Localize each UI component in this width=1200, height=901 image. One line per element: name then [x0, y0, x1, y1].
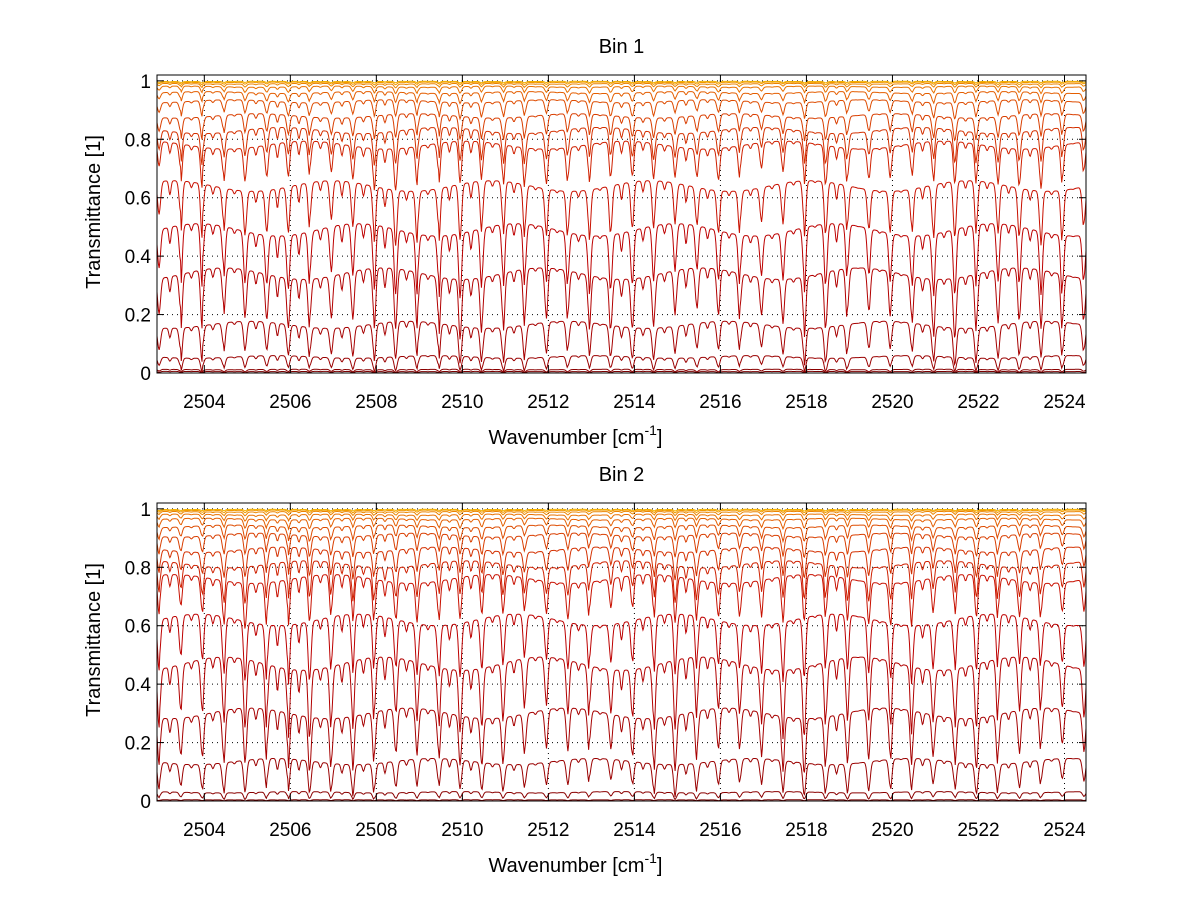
series-group [157, 508, 1086, 801]
plot-frame [156, 502, 1087, 802]
spectrum-line [157, 574, 1086, 629]
x-tick-label: 2506 [269, 392, 311, 413]
y-tick-label: 1 [140, 500, 151, 521]
spectrum-line [157, 180, 1086, 246]
x-tick-label: 2506 [269, 820, 311, 841]
spectrum-line [157, 508, 1086, 512]
x-tick-label: 2508 [355, 392, 397, 413]
spectrum-line [157, 223, 1086, 299]
chart-panel-1: 2504 2506 2508 2510 2512 2514 2516 2518 2520 2522… [83, 36, 1087, 449]
spectrum-line [157, 517, 1086, 531]
spectrum-line [157, 82, 1086, 89]
y-tick-label: 1 [140, 72, 151, 93]
plot-frame [156, 74, 1087, 374]
x-tick-label: 2520 [871, 392, 913, 413]
x-tick-label: 2524 [1043, 820, 1086, 841]
x-tick-label: 2504 [183, 820, 226, 841]
x-tick-label: 2512 [527, 392, 569, 413]
spectrum-line [157, 126, 1086, 166]
spectrum-line [157, 320, 1086, 367]
x-tick-label: 2518 [785, 392, 827, 413]
spectrum-line [157, 757, 1086, 797]
x-tick-label: 2522 [957, 392, 999, 413]
spectrum-line [157, 355, 1086, 373]
spectrum-line [157, 509, 1086, 514]
x-tick-label: 2514 [613, 392, 656, 413]
series-group [157, 80, 1086, 373]
spectrum-line [157, 513, 1086, 523]
spectrum-line [157, 560, 1086, 604]
spectrum-line [157, 91, 1086, 106]
spectrum-line [157, 113, 1086, 142]
y-tick-label: 0.6 [125, 189, 151, 210]
y-tick-label: 0 [140, 364, 151, 385]
x-tick-label: 2510 [441, 820, 483, 841]
x-tick-label: 2508 [355, 820, 397, 841]
y-tick-label: 0.8 [125, 558, 151, 579]
spectrum-line [157, 532, 1086, 559]
chart-panel-2: 2504 2506 2508 2510 2512 2514 2516 2518 2520 2522… [83, 464, 1087, 877]
y-tick-label: 0 [140, 792, 151, 813]
spectrum-line [157, 799, 1086, 801]
spectrum-line [157, 99, 1086, 121]
x-tick-label: 2504 [183, 392, 226, 413]
y-tick-label: 0.4 [125, 675, 152, 696]
y-tick-label: 0.6 [125, 617, 151, 638]
x-tick-label: 2520 [871, 820, 913, 841]
y-axis-label: Transmittance [1] [83, 563, 105, 717]
x-tick-label: 2512 [527, 820, 569, 841]
spectrum-line [157, 707, 1086, 773]
spectrum-line [157, 613, 1086, 685]
spectrum-line [157, 370, 1086, 373]
spectrum-line [157, 140, 1086, 191]
x-tick-label: 2518 [785, 820, 827, 841]
x-tick-label: 2516 [699, 392, 741, 413]
spectrum-line [157, 80, 1086, 84]
y-tick-label: 0.4 [125, 247, 152, 268]
y-tick-label: 0.2 [125, 734, 151, 755]
x-tick-label: 2514 [613, 820, 656, 841]
spectrum-line [157, 85, 1086, 95]
y-tick-label: 0.2 [125, 306, 151, 327]
chart-title: Bin 1 [599, 36, 645, 58]
spectrum-line [157, 656, 1086, 740]
y-axis-label: Transmittance [1] [83, 135, 105, 289]
spectrum-line [157, 368, 1086, 373]
chart-title: Bin 2 [599, 464, 645, 486]
spectrum-line [157, 524, 1086, 544]
x-axis-label: Wavenumber [cm-1] [489, 422, 663, 449]
spectrum-line [157, 510, 1086, 517]
x-axis-label: Wavenumber [cm-1] [489, 850, 663, 877]
x-tick-label: 2516 [699, 820, 741, 841]
spectrum-line [157, 546, 1086, 581]
x-tick-label: 2522 [957, 820, 999, 841]
spectrum-line [157, 81, 1086, 86]
spectrum-line [157, 267, 1086, 340]
y-tick-label: 0.8 [125, 130, 151, 151]
spectrum-line [157, 791, 1086, 801]
x-tick-label: 2524 [1043, 392, 1086, 413]
x-tick-label: 2510 [441, 392, 483, 413]
